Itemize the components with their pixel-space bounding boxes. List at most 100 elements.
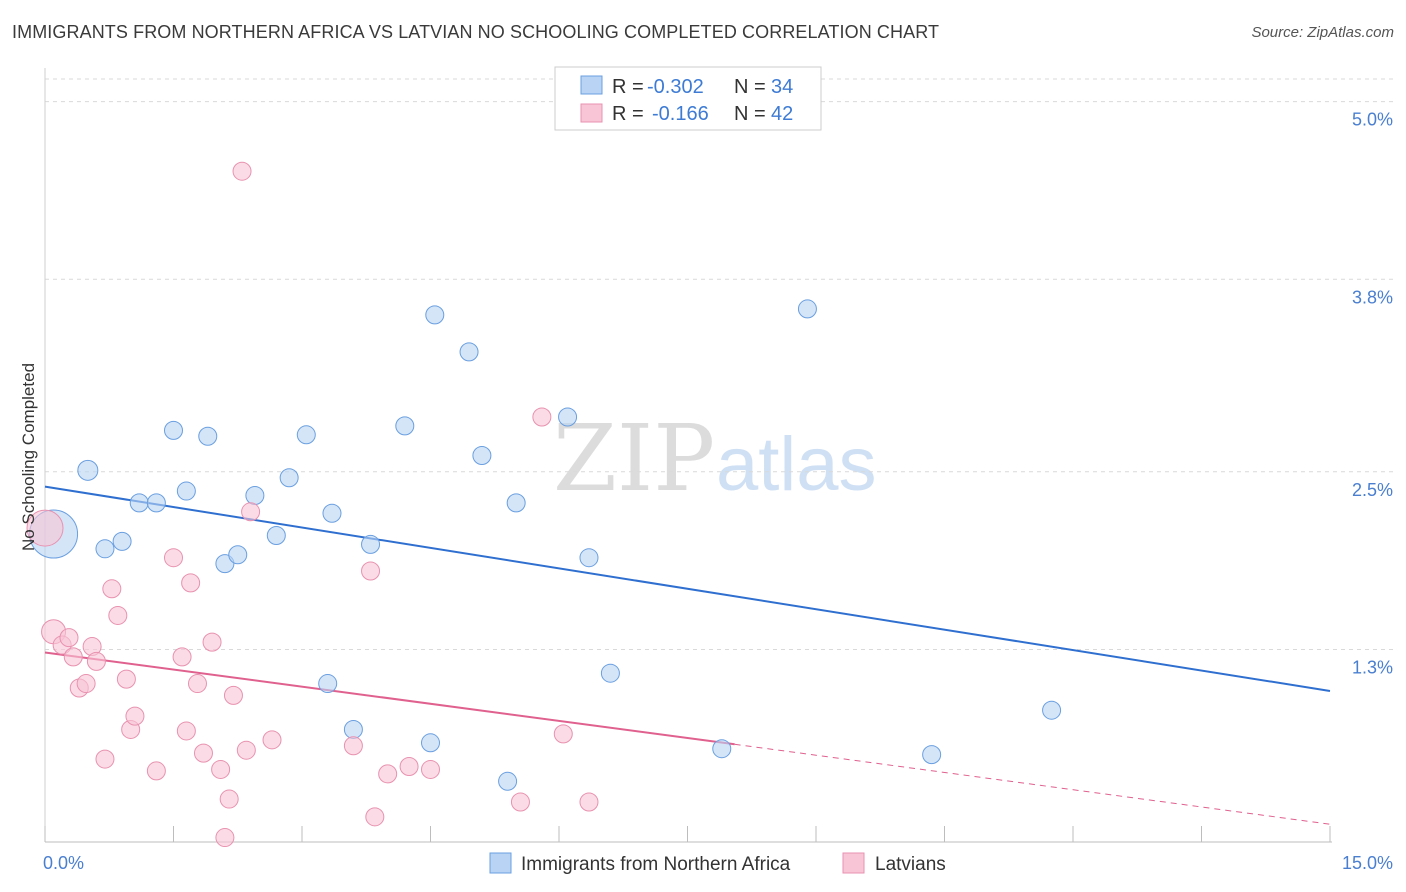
point-immigrants-10 (228, 545, 248, 565)
point-immigrants-32 (1042, 700, 1062, 720)
point-immigrants-14 (296, 425, 316, 445)
point-latvians-34 (378, 764, 398, 784)
point-immigrants-19 (395, 416, 415, 436)
point-immigrants-5 (146, 493, 166, 513)
point-immigrants-29 (712, 739, 732, 759)
series-legend-label-1: Immigrants from Northern Africa (521, 854, 791, 875)
point-latvians-0 (26, 509, 64, 547)
point-immigrants-11 (245, 486, 265, 505)
point-latvians-27 (232, 161, 252, 181)
point-immigrants-18 (361, 534, 381, 554)
point-latvians-19 (181, 573, 201, 593)
point-latvians-20 (187, 674, 207, 694)
point-latvians-18 (176, 721, 196, 741)
point-latvians-40 (579, 792, 599, 812)
point-immigrants-26 (558, 407, 578, 427)
trend-line-immigrants (44, 485, 1331, 692)
point-latvians-30 (262, 730, 282, 750)
point-latvians-33 (365, 807, 385, 827)
point-latvians-11 (108, 605, 128, 625)
point-immigrants-27 (579, 548, 599, 568)
point-latvians-24 (215, 828, 235, 848)
y-tick-label-3: 5.0% (1352, 110, 1393, 130)
point-latvians-29 (241, 502, 261, 522)
series-legend-swatch-blue (489, 852, 512, 874)
point-latvians-36 (421, 759, 440, 779)
point-immigrants-3 (112, 531, 132, 551)
point-immigrants-13 (279, 468, 299, 488)
legend-r-value-2: -0.166 (652, 103, 709, 125)
point-immigrants-17 (343, 719, 363, 739)
data-points (26, 161, 1062, 848)
point-immigrants-21 (425, 305, 445, 325)
point-immigrants-6 (164, 420, 183, 440)
y-tick-label-1: 2.5% (1352, 480, 1393, 500)
point-latvians-22 (202, 632, 222, 652)
point-latvians-31 (343, 736, 363, 756)
point-latvians-6 (76, 674, 96, 694)
point-latvians-28 (236, 740, 256, 760)
point-latvians-32 (361, 561, 381, 581)
point-latvians-9 (95, 749, 115, 769)
point-immigrants-7 (176, 481, 196, 501)
point-latvians-12 (116, 669, 136, 689)
correlation-legend: R = -0.302 N = 34 R = -0.166 N = 42 (554, 66, 822, 131)
trend-line-latvians (44, 651, 735, 746)
point-immigrants-20 (421, 733, 440, 753)
point-immigrants-28 (600, 663, 620, 683)
legend-r-label-2: R = (612, 103, 644, 125)
point-immigrants-23 (472, 446, 492, 466)
point-immigrants-25 (506, 493, 526, 513)
legend-n-label-1: N = (734, 76, 766, 98)
point-latvians-4 (63, 647, 83, 667)
legend-r-value-1: -0.302 (647, 76, 704, 98)
point-immigrants-8 (198, 426, 218, 446)
x-tick-label-min: 0.0% (43, 853, 84, 873)
point-latvians-39 (553, 724, 573, 744)
y-tick-labels: 1.3% 2.5% 3.8% 5.0% (1352, 110, 1393, 678)
series-legend-swatch-pink (842, 852, 865, 874)
axes (44, 68, 1332, 843)
point-immigrants-31 (922, 745, 942, 765)
chart-title: IMMIGRANTS FROM NORTHERN AFRICA VS LATVI… (12, 22, 940, 42)
legend-n-label-2: N = (734, 103, 766, 125)
x-tick-label-max: 15.0% (1342, 853, 1393, 873)
y-tick-label-2: 3.8% (1352, 287, 1393, 307)
point-latvians-10 (102, 579, 122, 599)
point-immigrants-12 (266, 525, 286, 545)
point-latvians-25 (219, 789, 239, 809)
point-latvians-38 (532, 407, 552, 427)
point-latvians-14 (125, 706, 145, 726)
point-immigrants-16 (322, 503, 342, 523)
point-latvians-8 (86, 651, 106, 671)
trend-lines (44, 485, 1331, 825)
point-latvians-21 (193, 743, 213, 763)
point-latvians-17 (172, 647, 192, 667)
y-tick-label-0: 1.3% (1352, 658, 1393, 678)
watermark-atlas: atlas (716, 422, 877, 507)
chart-source: Source: ZipAtlas.com (1251, 24, 1394, 41)
point-immigrants-2 (95, 539, 115, 559)
point-immigrants-22 (459, 342, 479, 362)
series-legend-label-2: Latvians (875, 854, 946, 875)
legend-r-label-1: R = (612, 76, 644, 98)
point-immigrants-30 (797, 299, 817, 319)
point-immigrants-15 (318, 674, 338, 694)
y-axis-title: No Schooling Completed (19, 363, 38, 551)
trend-line-latvians-extension (734, 743, 1331, 825)
legend-swatch-pink (580, 103, 603, 123)
point-latvians-26 (223, 685, 243, 705)
point-immigrants-24 (498, 771, 518, 791)
legend-n-value-2: 42 (771, 103, 793, 125)
legend-n-value-1: 34 (771, 76, 793, 98)
point-latvians-16 (164, 548, 183, 568)
point-latvians-37 (510, 792, 530, 812)
point-immigrants-4 (129, 493, 149, 513)
watermark-zip: ZIP (553, 405, 715, 512)
point-latvians-35 (399, 756, 419, 776)
point-latvians-3 (59, 628, 79, 648)
point-latvians-23 (211, 759, 231, 779)
series-legend: Immigrants from Northern Africa Latvians (489, 852, 946, 875)
point-latvians-15 (146, 761, 166, 781)
